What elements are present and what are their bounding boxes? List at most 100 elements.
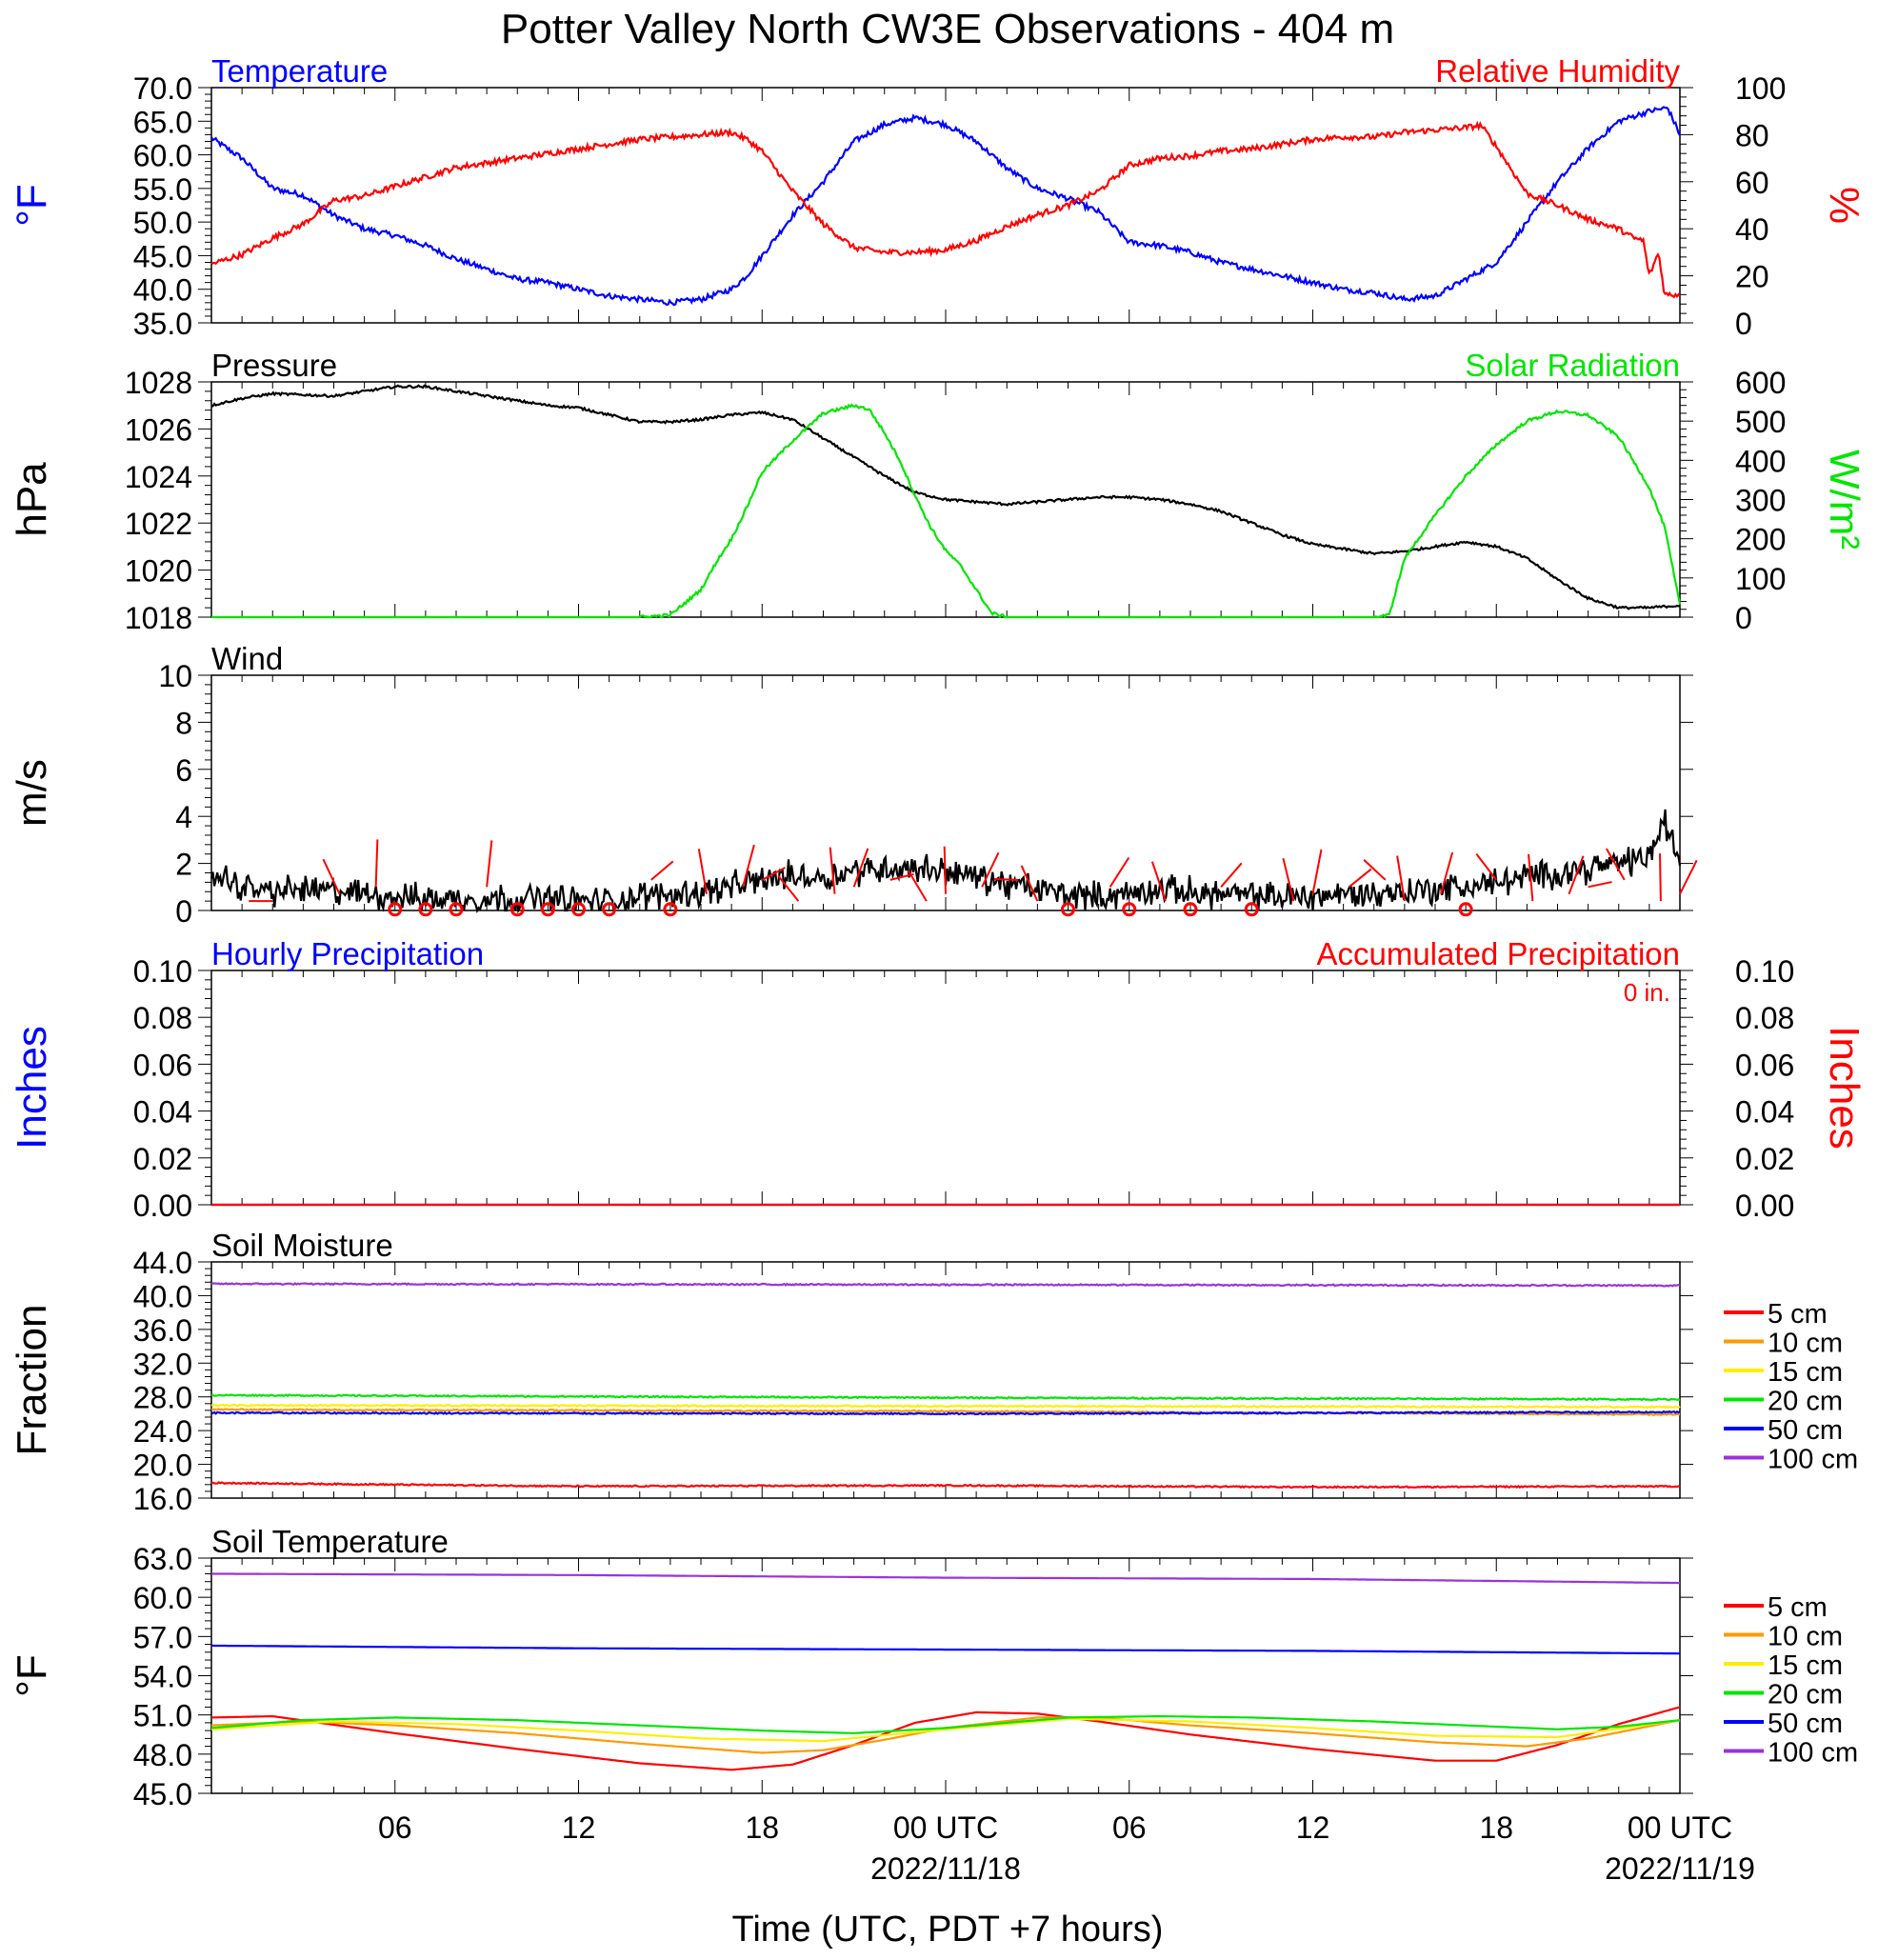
series-line-15-cm: [210, 1403, 1681, 1410]
axis-title-right: Inches: [1821, 1026, 1868, 1150]
wind-barb: [981, 851, 1000, 888]
wind-barb: [907, 870, 928, 902]
series-line-20-cm: [210, 1714, 1681, 1735]
wind-barb: [1311, 849, 1323, 894]
calm-wind-marker: [571, 902, 586, 917]
y-tick-label-right: 20: [1735, 260, 1769, 294]
y-tick-label-left: 45.0: [133, 1777, 192, 1811]
series-line-100-cm: [211, 1572, 1680, 1585]
panel-pressure_solar: 1018 1020 1022 1024 1026 1028 0 100 200 300 400 500…: [9, 348, 1868, 635]
wind-barb: [1528, 853, 1534, 902]
x-tick-label: 00 UTC: [893, 1810, 998, 1845]
y-tick-label-left: 6: [175, 753, 192, 788]
series-line-100-cm: [210, 1282, 1681, 1288]
y-tick-label-left: 65.0: [133, 105, 192, 139]
y-tick-label-left: 0: [175, 894, 192, 929]
y-tick-label-right: 0.00: [1735, 1189, 1794, 1223]
wind-barb: [1109, 856, 1130, 888]
y-tick-label-right: 400: [1735, 444, 1786, 478]
figure-title: Potter Valley North CW3E Observations - …: [501, 6, 1394, 52]
wind-barb: [852, 848, 869, 888]
wind-barb: [777, 874, 800, 902]
panel-label-right: Relative Humidity: [1435, 53, 1680, 89]
wind-barb: [761, 867, 786, 881]
wind-barb: [1020, 865, 1039, 902]
plot-frame: [210, 1557, 1681, 1794]
wind-barb: [994, 878, 1019, 881]
axis-title-left: Inches: [9, 1026, 55, 1150]
y-tick-label-right: 500: [1735, 405, 1786, 439]
calm-wind-marker: [1458, 902, 1473, 917]
legend-label: 5 cm: [1768, 1592, 1828, 1623]
calm-wind-marker: [540, 902, 555, 917]
y-tick-label-left: 40.0: [133, 273, 192, 308]
y-tick-label-right: 200: [1735, 523, 1786, 557]
y-tick-label-right: 60: [1735, 166, 1769, 200]
x-tick-label: 12: [562, 1810, 596, 1845]
wind-barb: [1606, 848, 1626, 881]
calm-wind-marker: [388, 902, 403, 917]
wind-barb: [1220, 862, 1243, 888]
series-line-50-cm: [210, 1410, 1681, 1416]
legend-label: 20 cm: [1768, 1387, 1843, 1417]
x-tick-label: 18: [1479, 1810, 1513, 1845]
wind-barb: [1363, 859, 1387, 881]
wind-barb: [1679, 859, 1698, 895]
y-tick-label-left: 0.00: [133, 1189, 192, 1223]
wind-barb: [1588, 881, 1612, 889]
wind-barb: [1150, 861, 1167, 902]
y-tick-label-left: 1018: [125, 601, 192, 635]
calm-wind-marker: [1244, 902, 1259, 917]
series-line-solar-radiation: [211, 403, 1682, 619]
axis-title-right: %: [1821, 187, 1868, 224]
y-tick-label-left: 0.02: [133, 1142, 192, 1176]
y-tick-label-left: 16.0: [133, 1482, 192, 1516]
panel-soil_temperature: 45.0 48.0 51.0 54.0 57.0 60.0 63.0 Soil Tempera…: [9, 1524, 1858, 1811]
axis-title-right: W/m²: [1821, 450, 1868, 550]
x-tick-label: 18: [745, 1810, 779, 1845]
x-axis-title: Time (UTC, PDT +7 hours): [732, 1910, 1164, 1950]
calm-wind-marker: [1061, 902, 1075, 917]
panel-precip: 0.00 0.02 0.04 0.06 0.08 0.10 0.00 0.02 0.04 0.06…: [9, 936, 1868, 1223]
panel-soil_moisture: 16.020.024.028.032.036.040.044.0 Soil Moi…: [9, 1228, 1858, 1516]
legend-label: 100 cm: [1768, 1445, 1858, 1475]
calm-wind-marker: [663, 902, 678, 917]
y-tick-label-left: 48.0: [133, 1738, 192, 1772]
y-tick-label-left: 60.0: [133, 139, 192, 173]
y-tick-label-right: 300: [1735, 484, 1786, 518]
axis-title-left: Fraction: [9, 1305, 55, 1456]
legend-label: 10 cm: [1768, 1622, 1843, 1652]
series-line-50-cm: [211, 1644, 1680, 1655]
y-tick-label-left: 24.0: [133, 1414, 192, 1449]
y-tick-label-left: 32.0: [133, 1347, 192, 1381]
y-tick-label-left: 60.0: [133, 1581, 192, 1615]
legend-label: 10 cm: [1768, 1329, 1843, 1359]
axis-title-left: °F: [9, 184, 55, 226]
wind-barb: [943, 846, 947, 894]
y-tick-label-left: 1028: [125, 366, 192, 400]
chart-panels: 35.040.045.050.055.060.065.070.002040608…: [9, 53, 1868, 1811]
wind-barb: [1396, 855, 1406, 902]
series-line-20-cm: [210, 1393, 1681, 1402]
legend-label: 5 cm: [1768, 1299, 1828, 1330]
wind-barb: [1440, 851, 1454, 894]
y-tick-label-left: 70.0: [133, 71, 192, 106]
y-tick-label-right: 100: [1735, 562, 1786, 596]
y-tick-label-right: 0.06: [1735, 1048, 1794, 1082]
y-tick-label-left: 4: [175, 800, 192, 834]
wind-barb: [697, 849, 708, 894]
x-tick-label: 00 UTC: [1628, 1810, 1732, 1845]
y-tick-label-left: 40.0: [133, 1279, 192, 1313]
axis-title-left: °F: [9, 1654, 55, 1696]
legend-label: 100 cm: [1768, 1738, 1858, 1769]
y-tick-label-left: 35.0: [133, 307, 192, 341]
panel-label-left: Wind: [211, 641, 283, 676]
y-tick-label-left: 44.0: [133, 1246, 192, 1280]
series-line-relative-humidity: [210, 120, 1681, 299]
y-tick-label-right: 40: [1735, 212, 1769, 247]
y-tick-label-left: 10: [158, 659, 192, 693]
wind-barb: [650, 860, 674, 881]
accumulated-total: 0 in.: [1624, 978, 1670, 1007]
x-date-label: 2022/11/18: [870, 1851, 1021, 1886]
